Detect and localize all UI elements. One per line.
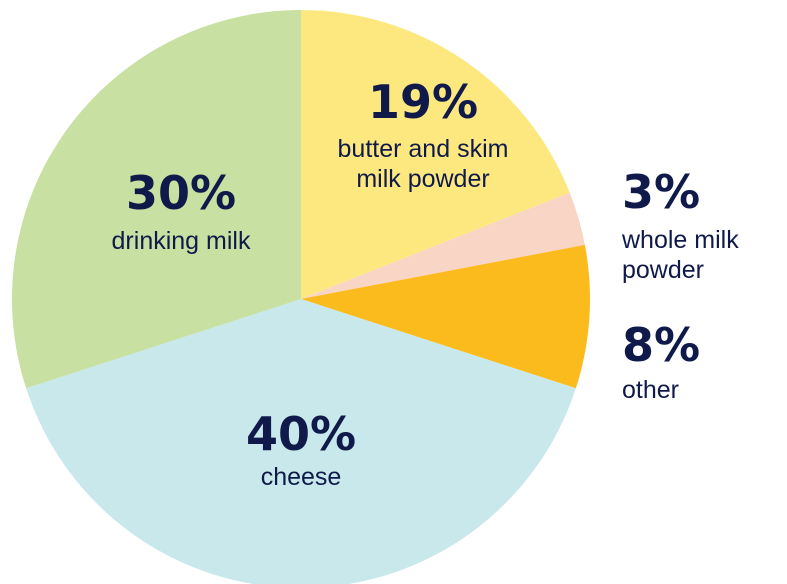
- slice-category-label: whole milk: [621, 226, 739, 254]
- pie-slice: [301, 9, 570, 299]
- slice-category-label: milk powder: [356, 165, 489, 193]
- slice-percent-label: 8%: [622, 318, 700, 372]
- slice-category-label: powder: [622, 256, 704, 284]
- pie-slices: [11, 9, 591, 584]
- slice-percent-label: 40%: [246, 407, 356, 461]
- pie-slice: [11, 10, 301, 389]
- pie-slice: [301, 244, 591, 389]
- slice-category-label: butter and skim: [338, 135, 509, 163]
- slice-percent-label: 3%: [622, 165, 700, 219]
- pie-slice: [301, 192, 585, 299]
- slice-category-label: cheese: [261, 463, 342, 491]
- slice-category-label: drinking milk: [112, 227, 251, 255]
- slice-percent-label: 19%: [368, 75, 478, 129]
- slice-category-label: other: [622, 376, 679, 404]
- pie-slice: [26, 299, 576, 584]
- slice-percent-label: 30%: [126, 166, 236, 220]
